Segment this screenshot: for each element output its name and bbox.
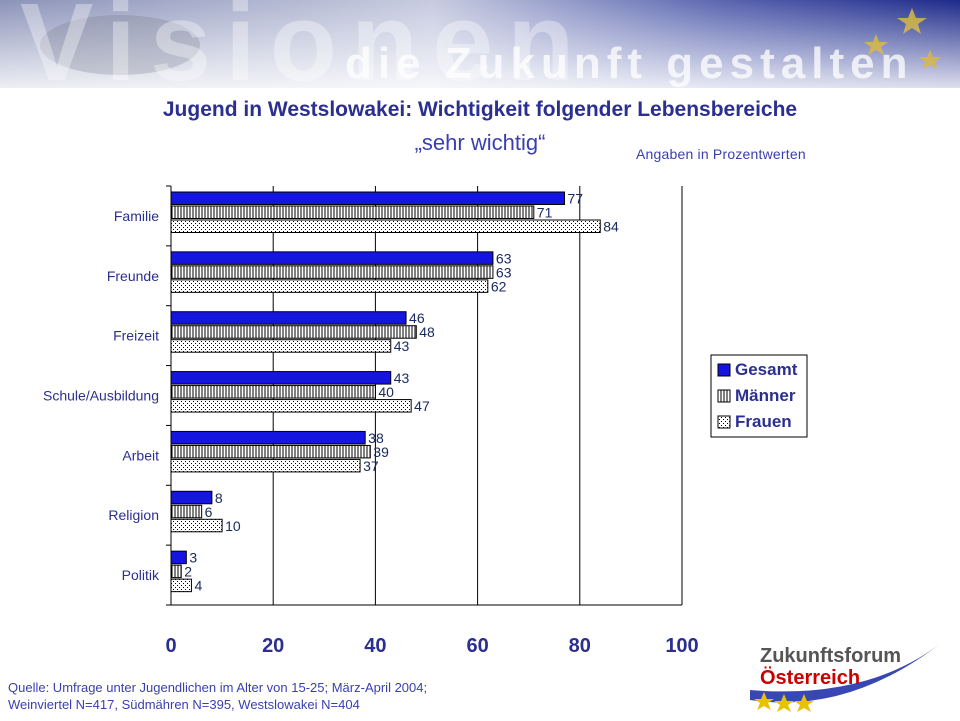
data-label: 43 (394, 338, 410, 354)
source-line-1: Quelle: Umfrage unter Jugendlichen im Al… (8, 680, 428, 695)
data-label: 8 (215, 490, 223, 506)
banner-tagline: die Zukunft gestalten (345, 39, 913, 88)
data-label: 71 (537, 205, 553, 221)
source-line-2: Weinviertel N=417, Südmähren N=395, West… (8, 697, 360, 712)
x-tick-label: 60 (466, 635, 488, 657)
x-tick-label: 100 (665, 635, 698, 657)
header-banner: Visionen die Zukunft gestalten (0, 0, 960, 88)
x-tick-label: 80 (569, 635, 591, 657)
star-icon (794, 694, 814, 712)
data-label: 48 (419, 324, 435, 340)
banner-word: Visionen (20, 0, 588, 88)
bar-frauen (170, 339, 392, 353)
bar-gesamt (170, 371, 392, 385)
bar-frauen (170, 399, 412, 413)
bar-gesamt (170, 550, 187, 565)
bar-frauen (170, 518, 223, 533)
star-icon (919, 50, 941, 69)
bar-männer (170, 325, 417, 339)
logo-line1: Zukunftsforum (760, 645, 901, 667)
data-label: 3 (189, 550, 197, 566)
legend-label: Frauen (735, 412, 792, 431)
bar-männer (170, 205, 535, 219)
category-label: Arbeit (122, 447, 159, 463)
source-note: Quelle: Umfrage unter Jugendlichen im Al… (8, 679, 427, 713)
logo-line2: Österreich (760, 666, 860, 689)
bar-männer (170, 504, 203, 519)
chart-title: Jugend in Westslowakei: Wichtigkeit folg… (162, 98, 798, 121)
data-label: 43 (394, 370, 410, 386)
data-label: 46 (409, 310, 425, 326)
data-label: 63 (496, 250, 512, 266)
data-label: 63 (496, 264, 512, 280)
bar-gesamt (170, 251, 494, 265)
legend-swatch (717, 415, 731, 429)
bar-frauen (170, 458, 361, 473)
bar-männer (170, 265, 494, 279)
data-label: 38 (368, 430, 384, 446)
data-label: 10 (225, 518, 241, 534)
bar-gesamt (170, 191, 565, 205)
category-label: Schule/Ausbildung (43, 388, 159, 404)
x-tick-label: 40 (364, 635, 386, 657)
star-icon (754, 692, 774, 710)
legend-swatch (717, 389, 731, 403)
legend: Gesamt Männer Frauen (710, 354, 808, 438)
swoosh-graphic (750, 640, 945, 703)
legend-swatch (717, 363, 731, 377)
bar-gesamt (170, 430, 366, 445)
data-label: 6 (205, 504, 213, 520)
legend-label: Gesamt (735, 360, 798, 379)
zukunftsforum-logo: Zukunftsforum Österreich (740, 630, 955, 716)
bar-frauen (170, 578, 192, 593)
bar-männer (170, 385, 376, 399)
category-label: Familie (114, 208, 159, 224)
category-label: Politik (122, 567, 160, 583)
bar-gesamt (170, 490, 213, 505)
data-label: 2 (184, 564, 192, 580)
bar-männer (170, 564, 182, 579)
legend-label: Männer (735, 386, 796, 405)
data-label: 77 (567, 191, 583, 207)
star-icon (774, 694, 794, 712)
eye-graphic (40, 15, 200, 75)
x-tick-label: 0 (165, 635, 176, 657)
data-label: 62 (491, 278, 507, 294)
category-label: Freunde (107, 268, 159, 284)
data-label: 37 (363, 458, 379, 474)
data-label: 47 (414, 398, 430, 414)
bar-gesamt (170, 311, 407, 325)
data-label: 84 (603, 219, 619, 235)
star-icon (864, 34, 888, 55)
category-label: Religion (108, 507, 159, 523)
unit-note: Angaben in Prozentwerten (636, 146, 806, 162)
axes: 0 20 40 60 80 100 Familie Freunde Freizeit Schule… (43, 185, 699, 657)
data-label: 39 (373, 444, 389, 460)
category-label: Freizeit (113, 328, 159, 344)
data-label: 40 (378, 384, 394, 400)
chart-subtitle: „sehr wichtig“ (414, 130, 546, 155)
bar-frauen (170, 279, 489, 293)
bar-männer (170, 444, 371, 459)
data-label: 4 (194, 578, 202, 594)
bar-frauen (170, 219, 601, 233)
x-tick-label: 20 (262, 635, 284, 657)
star-icon (897, 8, 927, 34)
